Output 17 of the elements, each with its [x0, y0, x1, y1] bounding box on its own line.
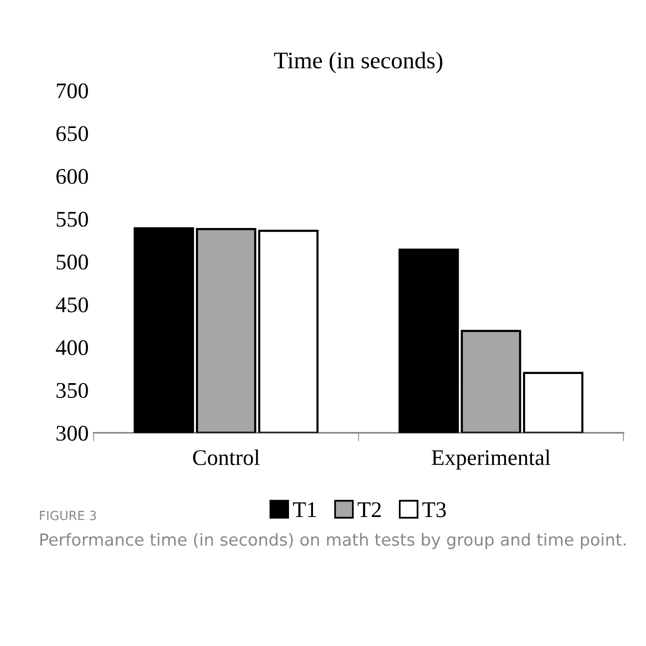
x-tick-label: Experimental	[432, 449, 550, 470]
caption: FIGURE 3	[40, 510, 96, 520]
legend-label: T1	[293, 502, 316, 517]
chart-title: Time (in seconds)	[274, 52, 442, 74]
y-tick-label: 700	[56, 83, 88, 98]
y-tick-label: 600	[56, 168, 88, 184]
y-tick-label: 500	[56, 254, 88, 270]
legend-label: T2	[358, 502, 381, 517]
text: Performance time (in seconds) on math tests by group and time point.	[40, 532, 626, 550]
legend-label: T3	[422, 502, 446, 518]
y-tick-label: 300	[56, 426, 88, 441]
y-tick-label: 400	[56, 340, 88, 356]
y-tick-label: 450	[56, 297, 88, 312]
y-tick-label: 350	[56, 382, 88, 398]
y-tick-label: 550	[56, 212, 88, 227]
x-tick-label: Control	[193, 449, 260, 466]
y-tick-label: 650	[56, 126, 88, 142]
